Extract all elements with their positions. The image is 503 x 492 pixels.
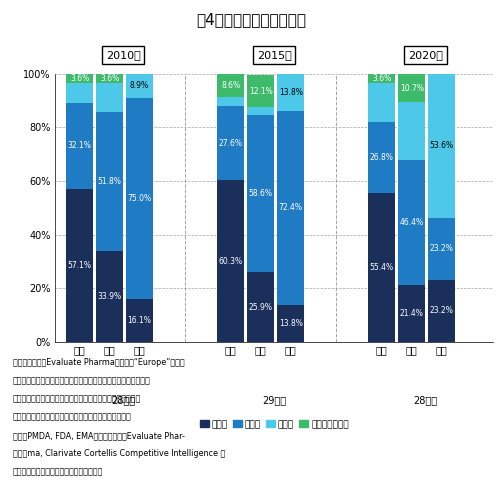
Text: 2015年: 2015年 <box>257 50 292 60</box>
Text: 23.2%: 23.2% <box>430 307 454 315</box>
Text: 3.6%: 3.6% <box>100 74 119 83</box>
Text: 12.1%: 12.1% <box>249 87 273 95</box>
Bar <box>96 112 123 251</box>
Text: 28品目: 28品目 <box>111 396 135 405</box>
Bar <box>368 84 395 122</box>
Bar <box>247 75 274 107</box>
Bar <box>217 97 244 106</box>
Text: 60.3%: 60.3% <box>219 257 243 266</box>
Text: 16.1%: 16.1% <box>128 316 151 325</box>
Bar <box>429 74 455 217</box>
Text: 注２：上市日が同日である場合、均等に分割している。: 注２：上市日が同日である場合、均等に分割している。 <box>13 413 131 422</box>
Bar <box>247 107 274 115</box>
Text: 57.1%: 57.1% <box>67 261 92 270</box>
Bar <box>429 280 455 342</box>
Text: 28品目: 28品目 <box>413 396 437 405</box>
Bar <box>277 305 304 342</box>
Bar <box>126 98 153 299</box>
Text: 29品目: 29品目 <box>262 396 286 405</box>
Bar <box>277 74 304 111</box>
Text: 8.9%: 8.9% <box>130 81 149 90</box>
Text: 「フランス、ドイツ、イタリア、スペイン、スイス、トル: 「フランス、ドイツ、イタリア、スペイン、スイス、トル <box>13 376 150 385</box>
Text: 51.8%: 51.8% <box>98 177 122 186</box>
Text: 75.0%: 75.0% <box>127 194 151 203</box>
Bar <box>66 84 93 103</box>
Bar <box>96 251 123 342</box>
Text: 55.4%: 55.4% <box>370 263 394 272</box>
Text: 53.6%: 53.6% <box>430 141 454 150</box>
Bar <box>277 111 304 305</box>
Bar <box>66 103 93 189</box>
Text: 2010年: 2010年 <box>106 50 140 60</box>
Text: 10.7%: 10.7% <box>400 84 424 92</box>
Text: 46.4%: 46.4% <box>400 218 424 227</box>
Text: 出所：PMDA, FDA, EMAの各公開情報、Evaluate Phar-: 出所：PMDA, FDA, EMAの各公開情報、Evaluate Phar- <box>13 431 185 440</box>
Bar <box>217 180 244 342</box>
Text: 58.6%: 58.6% <box>248 189 273 198</box>
Bar <box>126 299 153 342</box>
Bar <box>368 74 395 84</box>
Bar <box>398 284 425 342</box>
Text: 注１：欧州とはEvaluate Pharmaが定める“Europe”である: 注１：欧州とはEvaluate Pharmaが定める“Europe”である <box>13 358 184 367</box>
Bar <box>398 160 425 284</box>
Bar <box>96 84 123 112</box>
Bar <box>66 74 93 84</box>
Legend: １番手, ２番手, ３番手, 未初認・未上市: １番手, ２番手, ３番手, 未初認・未上市 <box>196 416 352 432</box>
Text: 21.4%: 21.4% <box>400 309 424 318</box>
Bar <box>247 115 274 273</box>
Bar <box>398 102 425 160</box>
Text: 13.8%: 13.8% <box>279 319 303 328</box>
Text: コ、イギリス、及びその他ヨーロッパ諸国」を指す。: コ、イギリス、及びその他ヨーロッパ諸国」を指す。 <box>13 395 141 403</box>
Text: 26.8%: 26.8% <box>370 153 394 162</box>
Text: ma, Clarivate Cortellis Competitive Intelligence を: ma, Clarivate Cortellis Competitive Inte… <box>13 449 225 458</box>
Text: もとに医薬産業政策研究所にて作成: もとに医薬産業政策研究所にて作成 <box>13 467 103 476</box>
Text: 8.6%: 8.6% <box>221 81 240 90</box>
Text: 围4　日米欧での上市順位: 围4 日米欧での上市順位 <box>197 12 306 27</box>
Text: 2020年: 2020年 <box>408 50 443 60</box>
Text: 33.9%: 33.9% <box>98 292 122 301</box>
Bar <box>217 106 244 180</box>
Text: 13.8%: 13.8% <box>279 88 303 97</box>
Bar <box>66 189 93 342</box>
Bar <box>96 74 123 84</box>
Bar <box>368 122 395 193</box>
Text: 32.1%: 32.1% <box>67 141 92 150</box>
Text: 3.6%: 3.6% <box>70 74 89 83</box>
Bar <box>368 193 395 342</box>
Bar <box>217 74 244 97</box>
Bar <box>398 74 425 102</box>
Text: 23.2%: 23.2% <box>430 244 454 253</box>
Bar <box>126 74 153 98</box>
Bar <box>247 273 274 342</box>
Text: 27.6%: 27.6% <box>219 139 242 148</box>
Text: 72.4%: 72.4% <box>279 203 303 213</box>
Bar <box>429 217 455 280</box>
Text: 25.9%: 25.9% <box>248 303 273 312</box>
Text: 3.6%: 3.6% <box>372 74 391 83</box>
